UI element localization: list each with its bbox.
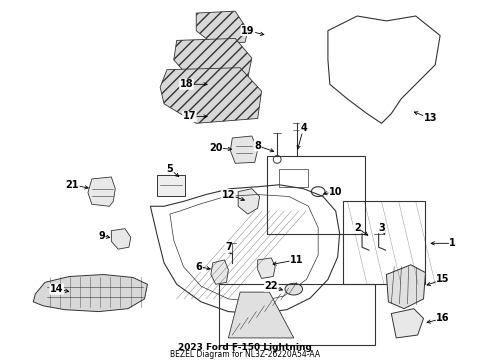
FancyBboxPatch shape [157,175,185,197]
Text: 2: 2 [354,223,361,233]
Polygon shape [33,275,147,312]
Text: 5: 5 [167,164,173,174]
Text: 3: 3 [378,223,385,233]
Polygon shape [238,189,260,214]
Text: 16: 16 [436,314,450,323]
Polygon shape [392,309,423,338]
Polygon shape [228,292,294,338]
Text: 18: 18 [180,79,193,89]
Text: 10: 10 [329,186,343,197]
Polygon shape [258,258,275,278]
Polygon shape [230,136,258,163]
Polygon shape [196,11,248,42]
Text: 1: 1 [449,238,456,248]
Text: 9: 9 [98,230,105,240]
Text: 11: 11 [290,255,303,265]
Polygon shape [160,68,262,123]
Text: 15: 15 [436,274,450,284]
Text: 4: 4 [300,123,307,133]
Polygon shape [88,177,115,206]
Text: 12: 12 [221,189,235,199]
Text: BEZEL Diagram for NL3Z-26220A54-AA: BEZEL Diagram for NL3Z-26220A54-AA [170,350,320,359]
Text: 22: 22 [265,281,278,291]
Polygon shape [211,260,228,284]
Text: 17: 17 [183,112,196,121]
Polygon shape [174,39,252,77]
Text: 20: 20 [209,143,222,153]
Polygon shape [111,229,131,249]
Text: 2023 Ford F-150 Lightning: 2023 Ford F-150 Lightning [178,343,312,352]
Polygon shape [387,265,425,309]
Text: 13: 13 [423,113,437,123]
Text: 8: 8 [254,141,261,151]
Text: 19: 19 [241,26,255,36]
Ellipse shape [285,283,302,295]
Text: 14: 14 [50,284,64,294]
Text: 21: 21 [66,180,79,190]
Text: 7: 7 [225,242,232,252]
Text: 6: 6 [196,262,202,272]
